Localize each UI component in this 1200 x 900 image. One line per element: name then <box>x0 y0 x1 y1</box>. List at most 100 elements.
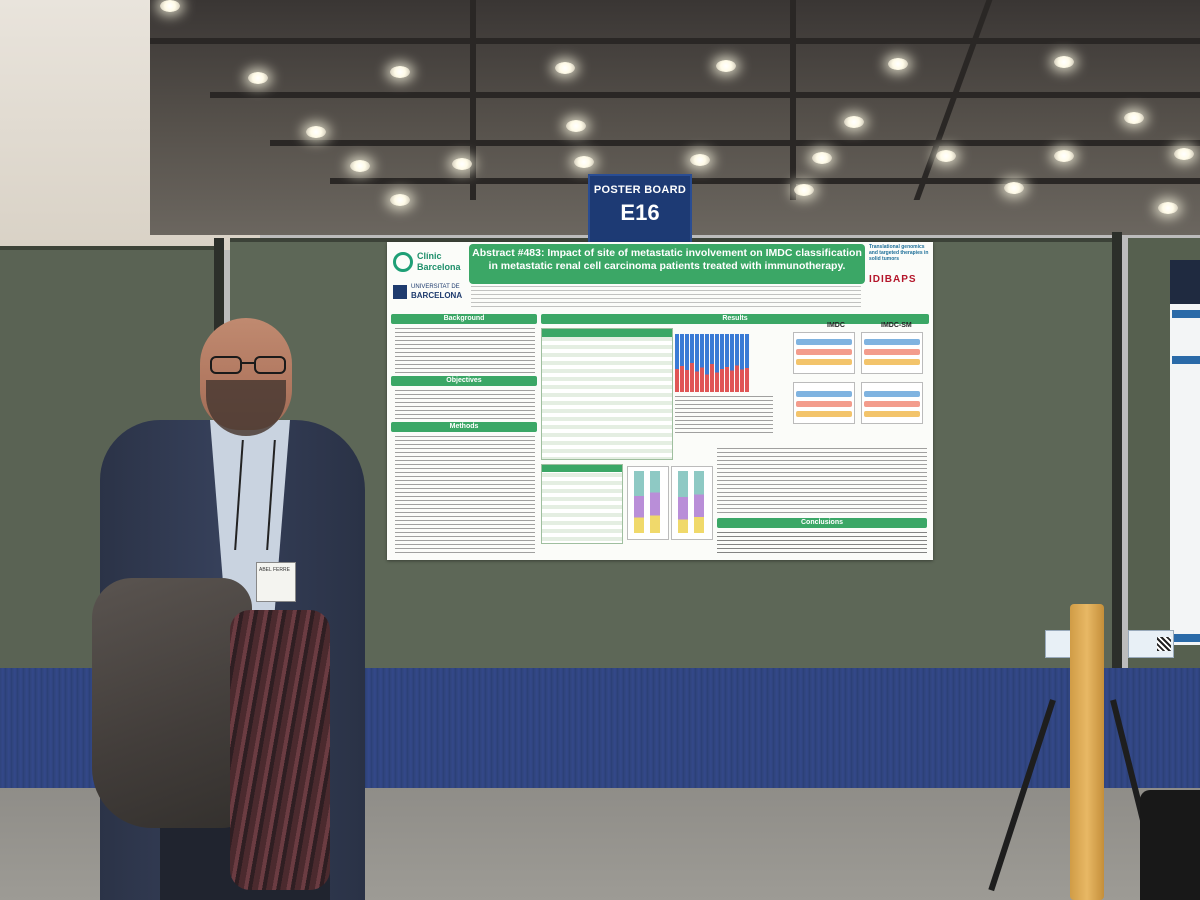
clinic-logo-mark-icon <box>393 252 413 272</box>
adjacent-poster-section <box>1172 310 1200 318</box>
table-header <box>542 329 672 337</box>
qr-placard <box>1128 630 1174 658</box>
km-curve <box>796 391 852 397</box>
figure-caption <box>675 396 773 436</box>
chart-bar <box>730 334 734 392</box>
ceiling-light <box>566 120 586 132</box>
chart-bar <box>710 334 714 392</box>
baseline-table <box>541 328 673 460</box>
table-header <box>542 465 622 472</box>
ceiling-light <box>1054 56 1074 68</box>
chart-bar <box>675 334 679 392</box>
ceiling-light <box>390 194 410 206</box>
section-background: Background <box>391 314 537 324</box>
ceiling-beam <box>270 140 1200 146</box>
idibaps-logo: Translational genomics and targeted ther… <box>869 244 931 306</box>
ceiling-beam <box>150 38 1200 44</box>
clinic-logo-text: Clínic <box>417 251 442 261</box>
glasses-lens <box>210 356 242 374</box>
ceiling-light <box>1004 182 1024 194</box>
km-curve <box>864 349 920 355</box>
objectives-text <box>395 390 535 420</box>
poster-tube <box>1070 604 1104 900</box>
chart-bar <box>690 334 694 392</box>
stacked-bar <box>650 471 660 533</box>
km-label-imdc: IMDC <box>827 322 845 329</box>
ceiling-light <box>390 66 410 78</box>
poster-header: Clínic Barcelona UNIVERSITAT DE BARCELON… <box>387 242 933 312</box>
glasses-bridge <box>242 362 254 364</box>
ceiling-light <box>574 156 594 168</box>
ceiling-light <box>1174 148 1194 160</box>
km-label-imdc-sm: IMDC-SM <box>881 322 912 329</box>
idibaps-brand: IDIBAPS <box>869 274 917 285</box>
ceiling-beam <box>790 0 796 200</box>
section-results: Results <box>541 314 929 324</box>
km-curve <box>796 401 852 407</box>
chart-bar <box>695 334 699 392</box>
km-curve <box>864 359 920 365</box>
section-conclusions: Conclusions <box>717 518 927 528</box>
board-sign-number: E16 <box>620 200 660 225</box>
section-methods: Methods <box>391 422 537 432</box>
km-curve <box>796 349 852 355</box>
ceiling-beam <box>470 0 476 200</box>
methods-text <box>395 436 535 554</box>
ceiling-light <box>794 184 814 196</box>
km-curve <box>796 411 852 417</box>
ceiling-light <box>350 160 370 172</box>
universitat-barcelona-logo: UNIVERSITAT DE BARCELONA <box>393 284 473 304</box>
ceiling-beam <box>210 92 1200 98</box>
qr-code-icon <box>1157 637 1171 651</box>
black-bag <box>1140 790 1200 900</box>
ceiling-light <box>812 152 832 164</box>
poster-authors <box>471 286 861 308</box>
panel-post <box>1112 232 1122 670</box>
ceiling-light <box>844 116 864 128</box>
ceiling-light <box>160 0 180 12</box>
glasses-lens <box>254 356 286 374</box>
ceiling-light <box>1054 150 1074 162</box>
km-curve <box>864 339 920 345</box>
ceiling-beam <box>330 178 1200 184</box>
stacked-bar-figure <box>627 466 669 540</box>
folded-coat <box>92 578 252 828</box>
chart-bar <box>735 334 739 392</box>
poster-title: Abstract #483: Impact of site of metasta… <box>472 247 862 272</box>
ceiling-light <box>248 72 268 84</box>
stacked-bar <box>694 471 704 533</box>
adjacent-poster-section <box>1172 634 1200 642</box>
km-curve <box>796 359 852 365</box>
adjacent-poster <box>1170 260 1200 645</box>
poster-board-sign: POSTER BOARD E16 <box>588 174 692 244</box>
ub-logo-text: UNIVERSITAT DE <box>411 284 460 290</box>
clinic-logo-text: Barcelona <box>417 262 461 272</box>
metastases-bar-chart <box>675 330 765 392</box>
conclusions-text <box>717 532 927 556</box>
results-text <box>717 448 927 514</box>
chart-bar <box>685 334 689 392</box>
chart-bar <box>740 334 744 392</box>
ceiling-light <box>1158 202 1178 214</box>
ceiling-light <box>555 62 575 74</box>
ceiling-beam <box>913 0 993 200</box>
stacked-bar <box>634 471 644 533</box>
scarf <box>230 610 330 890</box>
ceiling-light <box>306 126 326 138</box>
km-curve <box>864 411 920 417</box>
chart-bar <box>720 334 724 392</box>
ceiling-light <box>888 58 908 70</box>
chart-bar <box>700 334 704 392</box>
chart-bar <box>715 334 719 392</box>
adjacent-poster-section <box>1172 356 1200 364</box>
km-curve <box>864 391 920 397</box>
ceiling-light <box>690 154 710 166</box>
chart-bar <box>680 334 684 392</box>
stacked-bar-figure <box>671 466 713 540</box>
badge-name: ABEL FERRE <box>259 567 290 573</box>
name-badge: ABEL FERRE <box>256 562 296 602</box>
idibaps-tagline: Translational genomics and targeted ther… <box>869 244 929 262</box>
imdc-factors-table <box>541 464 623 544</box>
ceiling-light <box>716 60 736 72</box>
km-curve <box>796 339 852 345</box>
